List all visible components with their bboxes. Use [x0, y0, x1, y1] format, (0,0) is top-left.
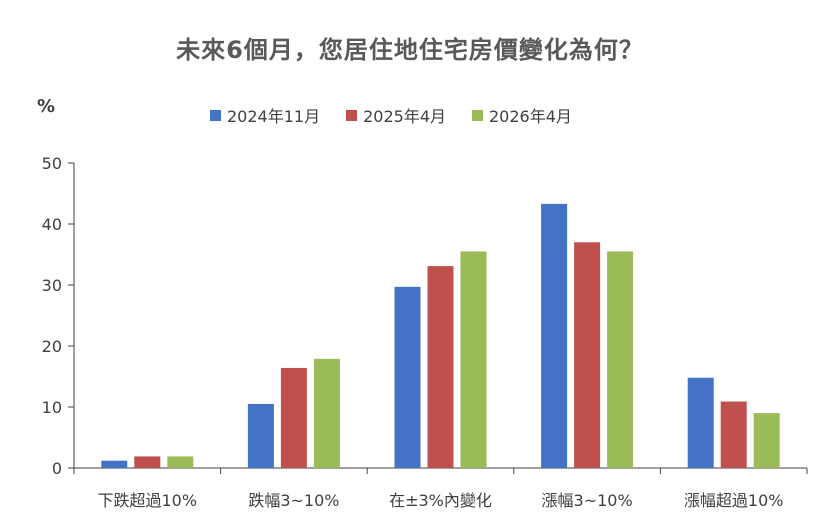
bar	[394, 286, 421, 468]
bar	[574, 242, 601, 468]
y-tick-label: 10	[42, 398, 62, 417]
y-tick-label: 30	[42, 276, 62, 295]
legend-swatch-series-2	[346, 109, 358, 121]
legend-item-series-1: 2024年11月	[210, 103, 320, 127]
y-tick-label: 50	[42, 154, 62, 173]
x-tick-label: 跌幅3~10%	[248, 491, 339, 510]
y-axis-unit-label: %	[37, 96, 56, 117]
bar	[687, 377, 714, 468]
bar	[280, 367, 307, 468]
y-tick-label: 40	[42, 215, 62, 234]
legend-label-series-3: 2026年4月	[489, 107, 572, 126]
legend-swatch-series-1	[210, 109, 221, 121]
legend-item-series-3: 2026年4月	[472, 103, 572, 127]
bar	[313, 358, 340, 468]
legend-item-series-2: 2025年4月	[346, 103, 446, 127]
bar	[541, 203, 568, 468]
bar	[427, 266, 454, 468]
legend-label-series-2: 2025年4月	[363, 107, 446, 126]
y-tick-label: 20	[42, 337, 62, 356]
legend-label-series-1: 2024年11月	[227, 107, 321, 126]
x-tick-label: 漲幅3~10%	[542, 491, 633, 510]
x-tick-label: 在±3%內變化	[389, 491, 492, 510]
bar	[607, 251, 634, 468]
chart-title: 未來6個月，您居住地住宅房價變化為何？	[176, 36, 644, 64]
bar	[247, 403, 274, 468]
bar	[134, 456, 161, 468]
bar	[167, 456, 194, 468]
legend: 2024年11月 2025年4月 2026年4月	[210, 103, 598, 127]
bar	[101, 460, 128, 468]
bar	[720, 401, 747, 468]
legend-swatch-series-3	[472, 109, 483, 121]
bar	[753, 413, 780, 468]
y-tick-label: 0	[52, 459, 62, 478]
bar	[460, 251, 487, 468]
x-tick-label: 下跌超過10%	[98, 491, 198, 510]
x-tick-label: 漲幅超過10%	[684, 491, 784, 510]
